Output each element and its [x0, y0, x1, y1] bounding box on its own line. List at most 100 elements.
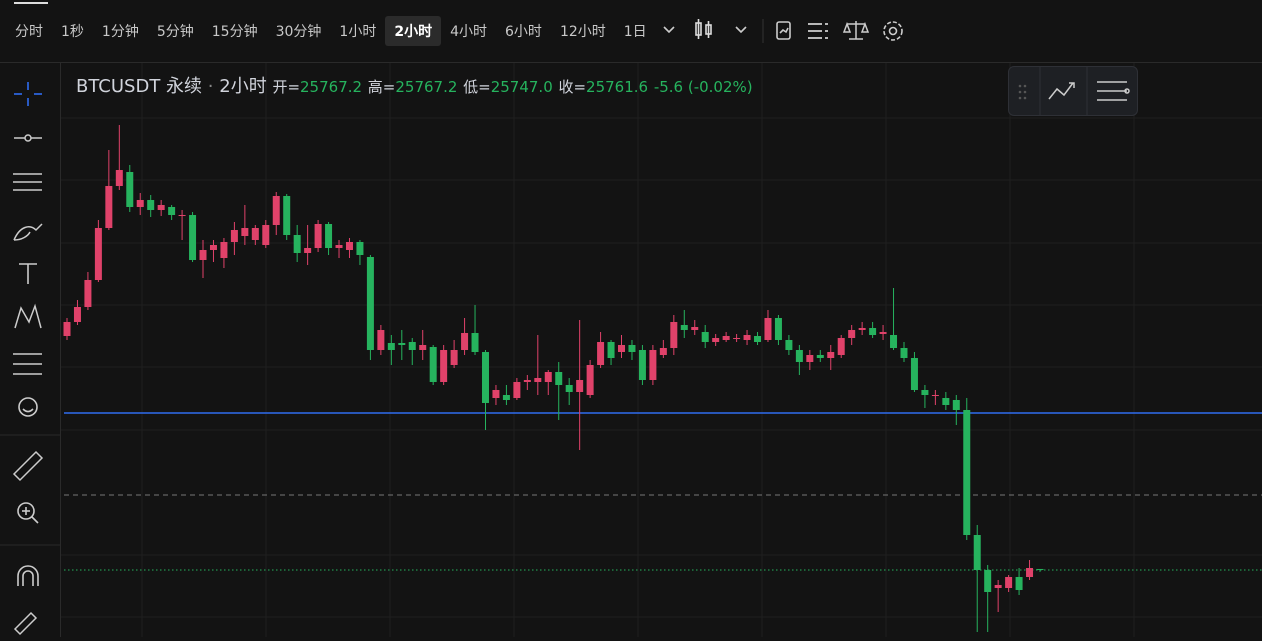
candle-body	[1015, 577, 1023, 590]
candle-body	[314, 224, 322, 248]
candle-body	[1005, 577, 1013, 588]
grid	[60, 62, 1262, 637]
candle-body	[481, 352, 489, 403]
interval-button[interactable]: 1秒	[61, 24, 84, 40]
fib-tool[interactable]	[13, 173, 42, 191]
toolbar: 分时 1秒 1分钟 5分钟 15分钟 30分钟 1小时 2小时 4小时 6小时 12小时 1日	[0, 0, 1262, 63]
interval-button[interactable]: 2小时	[385, 16, 442, 46]
candle-body	[670, 322, 678, 348]
candle-body	[628, 345, 636, 352]
settings-list-icon[interactable]	[807, 23, 828, 39]
symbol-legend: BTCUSDT 永续 · 2小时 开=25767.2 高=25767.2 低=2…	[76, 72, 753, 98]
indicator-icon[interactable]	[775, 21, 791, 40]
chart-type-icon[interactable]	[694, 19, 712, 39]
pattern-tool[interactable]	[14, 303, 42, 329]
candle-body	[147, 200, 155, 210]
candle-body	[63, 322, 71, 336]
interval-button[interactable]: 分时	[15, 24, 43, 40]
candle-body	[680, 325, 688, 330]
interval-button[interactable]: 12小时	[559, 24, 606, 40]
candle-body	[994, 585, 1002, 588]
interval-button[interactable]: 1小时	[339, 24, 377, 40]
dropdown[interactable]	[663, 26, 675, 34]
candle-body	[659, 348, 667, 355]
trend-icon[interactable]	[1048, 82, 1075, 100]
candle-body	[890, 335, 898, 348]
candle-body	[84, 280, 92, 307]
candle-body	[1036, 568, 1044, 570]
drawing-toolbar	[0, 62, 61, 637]
candle-body	[429, 347, 437, 382]
candle-body	[879, 332, 887, 334]
candle-body	[576, 380, 584, 392]
candle-body	[366, 257, 374, 350]
candle-body	[921, 390, 929, 395]
candle-body	[251, 228, 259, 240]
candle-body	[126, 172, 134, 207]
candle-body	[638, 350, 646, 380]
settings-icon[interactable]	[882, 21, 903, 41]
candle-body	[774, 318, 782, 340]
brush-tool[interactable]	[13, 223, 43, 241]
ohlc: 开=25767.2 高=25767.2 低=25747.0 收=25761.6	[272, 76, 653, 97]
candle-body	[408, 342, 416, 350]
ohlc-label: 开=	[272, 78, 301, 96]
interval-button[interactable]: 30分钟	[275, 24, 322, 40]
interval-button[interactable]: 1日	[623, 24, 647, 40]
candle-body	[168, 207, 176, 215]
zoom-tool[interactable]	[17, 502, 39, 524]
candle-body	[806, 355, 814, 362]
interval-button[interactable]: 4小时	[450, 24, 488, 40]
candle-body	[73, 307, 81, 322]
candle-body	[712, 338, 720, 342]
candle-body	[189, 215, 197, 260]
line-tool[interactable]	[14, 134, 42, 142]
interval-button[interactable]: 1分钟	[101, 24, 139, 40]
interval-button[interactable]: 5分钟	[156, 24, 194, 40]
candle-body	[502, 395, 510, 400]
projection-tool[interactable]	[13, 353, 42, 375]
text-tool[interactable]	[19, 263, 37, 284]
emoji-tool[interactable]	[18, 397, 38, 417]
candle-body	[848, 330, 856, 338]
candle-body	[607, 342, 615, 358]
crosshair-tool[interactable]	[14, 82, 42, 106]
candle-body	[335, 245, 343, 248]
dropdown[interactable]	[735, 26, 747, 34]
ohlc-value: 25767.2	[300, 78, 363, 96]
floating-toolbar	[1008, 66, 1138, 116]
tool-icons	[0, 82, 60, 636]
toolbar-icons	[663, 19, 903, 43]
candle-body	[241, 228, 249, 236]
candle-body	[544, 372, 552, 382]
interval-button[interactable]: 15分钟	[211, 24, 258, 40]
candle-body	[220, 242, 228, 258]
drag-handle[interactable]	[1018, 84, 1027, 100]
candle-body	[597, 342, 605, 365]
ohlc-label: 高=	[367, 78, 396, 96]
candle-body	[984, 570, 992, 592]
candle-body	[816, 355, 824, 358]
candle-body	[565, 385, 573, 392]
ruler-tool[interactable]	[12, 450, 44, 482]
candle-body	[900, 348, 908, 358]
candle-body	[586, 365, 594, 395]
candle-body	[377, 330, 385, 350]
list-icon[interactable]	[1097, 81, 1130, 101]
ohlc-label: 低=	[463, 78, 491, 96]
lock-tool[interactable]	[13, 611, 38, 636]
widget-icons	[1018, 67, 1130, 115]
compare-icon[interactable]	[842, 21, 869, 40]
candle-body	[461, 333, 469, 350]
candle-body	[837, 338, 845, 355]
candle-body	[230, 230, 238, 242]
candle-body	[136, 200, 144, 207]
interval-button[interactable]: 6小时	[505, 24, 542, 40]
magnet-tool[interactable]	[17, 565, 39, 586]
candle-body	[94, 228, 102, 280]
candle-body	[325, 224, 333, 248]
candle-body	[858, 328, 866, 330]
candle-body	[649, 350, 657, 380]
active-indicator	[14, 2, 48, 4]
